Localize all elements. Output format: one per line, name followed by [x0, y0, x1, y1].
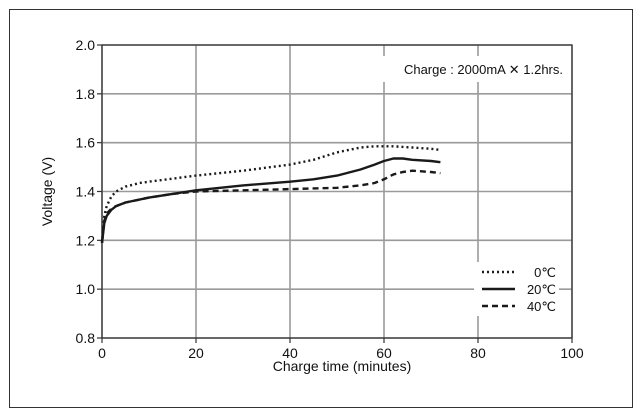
y-axis-label: Voltage (V)	[39, 157, 55, 226]
annotation-box	[336, 56, 568, 82]
chart-annotation: Charge : 2000mA ✕ 1.2hrs.	[404, 62, 563, 77]
legend-label-2: 40℃	[527, 299, 556, 314]
y-tick-label: 0.8	[76, 330, 96, 346]
y-tick-label: 1.2	[76, 232, 96, 248]
series-line-2	[100, 169, 441, 243]
x-tick-label: 100	[560, 345, 584, 361]
x-tick-label: 80	[470, 345, 486, 361]
series-line-1	[100, 157, 441, 243]
y-tick-label: 1.4	[76, 184, 96, 200]
series-lines	[100, 145, 441, 243]
axis-ticks: 0 20 40 60 80 100 0.8 1.0 1.2 1.4 1.6 1.8 2.0	[76, 37, 584, 361]
legend-entries: 0℃ 20℃ 40℃	[482, 265, 556, 314]
x-tick-label: 0	[98, 345, 106, 361]
x-tick-label: 20	[188, 345, 204, 361]
legend-label-0: 0℃	[534, 265, 556, 280]
series-line-0	[100, 145, 441, 243]
y-tick-label: 1.0	[76, 281, 96, 297]
legend-label-1: 20℃	[527, 282, 556, 297]
x-tick-label: 40	[282, 345, 298, 361]
y-tick-label: 1.6	[76, 135, 96, 151]
x-axis-label: Charge time (minutes)	[273, 358, 412, 374]
y-tick-label: 2.0	[76, 37, 96, 53]
y-tick-label: 1.8	[76, 86, 96, 102]
figure-border	[9, 9, 633, 408]
x-tick-label: 60	[376, 345, 392, 361]
